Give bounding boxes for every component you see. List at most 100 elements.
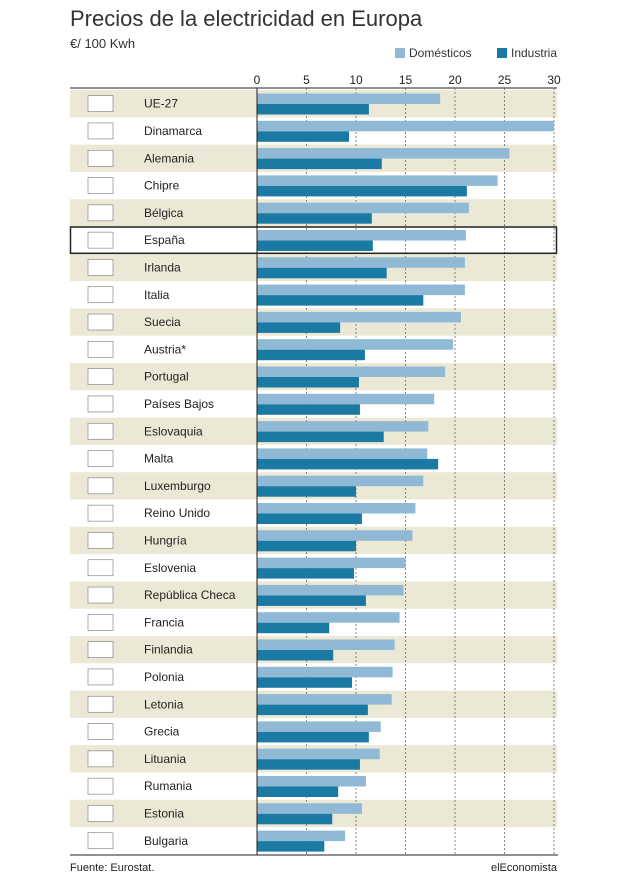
flag-ue-27-icon	[87, 95, 114, 112]
bar-domesticos-rumania	[257, 776, 366, 787]
country-label: Hungría	[144, 533, 187, 547]
legend-swatch-industria	[497, 48, 507, 58]
bar-domesticos-paises-bajos	[257, 393, 435, 405]
country-label: Polonia	[144, 670, 184, 684]
chart-title: Precios de la electricidad en Europa	[70, 6, 423, 31]
country-label: Luxemburgo	[144, 479, 211, 493]
flag-dinamarca-icon	[87, 122, 114, 140]
flag-grecia-icon	[87, 723, 114, 740]
bar-industria-portugal	[257, 377, 359, 388]
country-label: Austria*	[144, 342, 186, 356]
country-label: Alemania	[144, 151, 194, 165]
country-label: Francia	[144, 615, 184, 629]
source-note: Fuente: Eurostat.	[70, 862, 155, 874]
bar-industria-irlanda	[257, 267, 387, 279]
country-label: Rumania	[144, 779, 192, 793]
x-tick-label: 25	[498, 73, 512, 87]
bar-industria-reino-unido	[257, 513, 362, 524]
country-label: UE-27	[144, 97, 178, 111]
bar-industria-rumania	[257, 786, 339, 797]
flag-paises-bajos-icon	[87, 395, 114, 413]
flag-reino-unido-icon	[87, 504, 114, 522]
bar-industria-lituania	[257, 759, 360, 770]
country-label: Países Bajos	[144, 397, 214, 411]
flag-austria-icon	[87, 341, 114, 358]
bar-domesticos-portugal	[257, 366, 446, 377]
bar-industria-belgica	[257, 213, 372, 224]
bar-domesticos-finlandia	[257, 639, 395, 650]
legend-label-industria: Industria	[511, 46, 558, 60]
bar-domesticos-francia	[257, 612, 400, 623]
chart-unit: €/ 100 Kwh	[70, 36, 136, 51]
country-label: Reino Unido	[144, 506, 210, 520]
legend-item-industria: Industria	[497, 46, 557, 60]
flag-polonia-icon	[87, 668, 114, 686]
country-label: Bulgaria	[144, 834, 188, 848]
country-label: Finlandia	[144, 643, 193, 657]
brand-logo-text: elEconomista	[490, 862, 557, 874]
flag-eslovenia-icon	[87, 559, 114, 577]
flag-hungria-icon	[87, 532, 114, 549]
country-label: Dinamarca	[144, 124, 202, 138]
flag-malta-icon	[87, 450, 114, 467]
bar-domesticos-lituania	[257, 748, 380, 760]
bar-industria-eslovaquia	[257, 431, 384, 443]
country-label: Italia	[144, 288, 170, 302]
bar-domesticos-estonia	[257, 803, 362, 814]
flag-letonia-icon	[87, 695, 114, 713]
bar-industria-republica-checa	[257, 595, 366, 606]
flag-bulgaria-icon	[87, 832, 114, 850]
bar-domesticos-hungria	[257, 530, 413, 541]
country-label: Letonia	[144, 697, 184, 711]
bar-industria-austria	[257, 349, 365, 361]
x-tick-label: 10	[349, 73, 363, 87]
bar-industria-polonia	[257, 677, 353, 688]
bar-industria-malta	[257, 458, 439, 470]
bar-domesticos-eslovenia	[257, 557, 406, 569]
bar-domesticos-austria	[257, 339, 454, 350]
bar-domesticos-dinamarca	[257, 120, 554, 132]
bar-industria-luxemburgo	[257, 486, 356, 497]
x-tick-label: 15	[399, 73, 413, 87]
bar-industria-alemania	[257, 158, 382, 170]
x-tick-label: 30	[547, 73, 561, 87]
country-label: Estonia	[144, 806, 184, 820]
bar-industria-estonia	[257, 813, 333, 825]
flag-rumania-icon	[87, 777, 114, 795]
bar-domesticos-grecia	[257, 721, 381, 732]
flag-belgica-icon	[87, 204, 114, 222]
legend-item-domesticos: Domésticos	[395, 46, 472, 60]
x-tick-label: 5	[303, 73, 310, 87]
bar-industria-suecia	[257, 322, 341, 333]
bar-industria-chipre	[257, 185, 467, 197]
legend-swatch-domesticos	[395, 48, 405, 58]
flag-estonia-icon	[87, 805, 114, 822]
flag-espana-icon	[87, 231, 114, 249]
flag-irlanda-icon	[87, 259, 114, 276]
country-label: Eslovenia	[144, 561, 196, 575]
bar-industria-bulgaria	[257, 841, 325, 852]
flag-chipre-icon	[87, 177, 114, 194]
bar-domesticos-eslovaquia	[257, 421, 429, 432]
bar-industria-francia	[257, 622, 330, 634]
bar-industria-paises-bajos	[257, 404, 360, 415]
country-label: Suecia	[144, 315, 181, 329]
bar-domesticos-malta	[257, 448, 428, 459]
bar-domesticos-irlanda	[257, 257, 465, 268]
flag-finlandia-icon	[87, 641, 114, 658]
country-label: Lituania	[144, 752, 186, 766]
bar-domesticos-polonia	[257, 666, 393, 678]
flag-republica-checa-icon	[87, 586, 114, 604]
legend-label-domesticos: Domésticos	[409, 46, 472, 60]
bar-domesticos-suecia	[257, 311, 461, 323]
country-label: Portugal	[144, 370, 189, 384]
flag-lituania-icon	[87, 750, 114, 768]
bar-domesticos-republica-checa	[257, 584, 404, 596]
bar-industria-italia	[257, 295, 424, 306]
bar-domesticos-reino-unido	[257, 503, 416, 514]
bar-domesticos-bulgaria	[257, 830, 346, 842]
flag-luxemburgo-icon	[87, 477, 114, 495]
bar-industria-eslovenia	[257, 568, 355, 579]
bar-domesticos-luxemburgo	[257, 475, 424, 487]
